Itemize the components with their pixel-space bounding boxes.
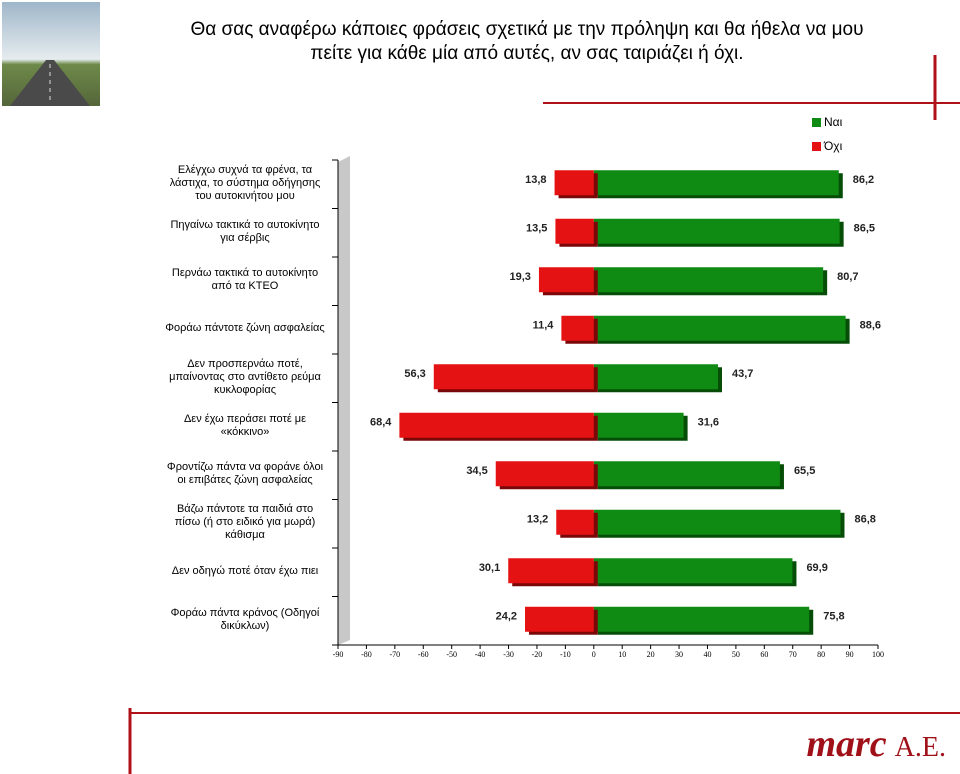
value-label: 80,7 [837,271,858,283]
category-label: Βάζω πάντοτε τα παιδιά στο πίσω (ή στο ε… [174,503,316,542]
value-label: 56,3 [404,368,425,380]
x-tick-label: -50 [446,650,457,659]
bar [593,315,846,341]
category-label: Φοράω πάντα κράνος (Οδηγοί δικύκλων) [170,606,320,632]
bar [593,170,839,196]
bar [556,509,594,535]
category-label: Περνάω τακτικά το αυτοκίνητο από τα ΚΤΕΟ [171,267,319,293]
value-label: 31,6 [698,417,719,429]
x-tick-label: 40 [703,650,711,659]
bar [593,267,824,293]
axis-wall [338,156,350,645]
category-label: Δεν οδηγώ ποτέ όταν έχω πιει [171,564,319,577]
category-label: Δεν έχω περάσει ποτέ με «κόκκινο» [183,412,307,438]
bar [399,412,594,438]
x-tick-label: 80 [817,650,825,659]
category-label: Φοράω πάντοτε ζώνη ασφαλείας [165,322,325,335]
x-tick-label: -90 [333,650,344,659]
bar [555,218,594,244]
legend-swatch [812,142,821,151]
value-label: 43,7 [732,368,753,380]
x-tick-label: -40 [475,650,486,659]
x-tick-label: 0 [592,650,596,659]
value-label: 88,6 [860,320,881,332]
bar [593,558,793,584]
bar [525,606,594,632]
value-label: 19,3 [510,271,531,283]
value-label: 13,8 [525,174,546,186]
legend-swatch [812,118,821,127]
x-tick-label: 20 [647,650,655,659]
category-label: Ελέγχω συχνά τα φρένα, τα λάστιχα, το σύ… [169,163,321,202]
logo: marc A.E. [806,722,946,766]
value-label: 68,4 [370,417,392,429]
x-tick-label: 10 [618,650,626,659]
x-tick-label: -80 [361,650,372,659]
category-label: Δεν προσπερνάω ποτέ, μπαίνοντας στο αντί… [169,357,321,396]
bar [433,364,594,390]
logo-suffix: A.E. [894,732,946,763]
x-tick-label: 50 [732,650,740,659]
bar [554,170,594,196]
bar [593,412,684,438]
value-label: 13,5 [526,223,547,235]
value-label: 86,8 [854,514,875,526]
value-label: 75,8 [823,611,844,623]
value-label: 11,4 [533,320,555,332]
bar [593,606,810,632]
category-label: Φροντίζω πάντα να φοράνε όλοι οι επιβάτε… [166,461,324,487]
category-label: Πηγαίνω τακτικά το αυτοκίνητο για σέρβις [170,218,320,244]
x-tick-label: 90 [846,650,854,659]
chart-title: Θα σας αναφέρω κάποιες φράσεις σχετικά μ… [190,19,864,64]
bar [561,315,594,341]
x-tick-label: -70 [390,650,401,659]
x-tick-label: 100 [872,650,884,659]
x-tick-label: 30 [675,650,683,659]
value-label: 65,5 [794,465,815,477]
value-label: 69,9 [806,562,827,574]
bar [593,509,841,535]
value-label: 86,5 [854,223,875,235]
value-label: 30,1 [479,562,500,574]
value-label: 86,2 [853,174,874,186]
bar [495,461,594,487]
legend-label: Όχι [823,139,843,153]
x-tick-label: 70 [789,650,797,659]
bar [593,218,840,244]
value-label: 13,2 [527,514,548,526]
x-tick-label: -30 [503,650,514,659]
bar [538,267,594,293]
logo-mark: marc [806,723,887,765]
legend-label: Ναι [824,115,843,129]
x-tick-label: -10 [560,650,571,659]
bar [593,461,780,487]
x-tick-label: -60 [418,650,429,659]
value-label: 24,2 [496,611,517,623]
x-tick-label: 60 [760,650,768,659]
bar [593,364,718,390]
value-label: 34,5 [466,465,487,477]
x-tick-label: -20 [532,650,543,659]
bar [508,558,594,584]
